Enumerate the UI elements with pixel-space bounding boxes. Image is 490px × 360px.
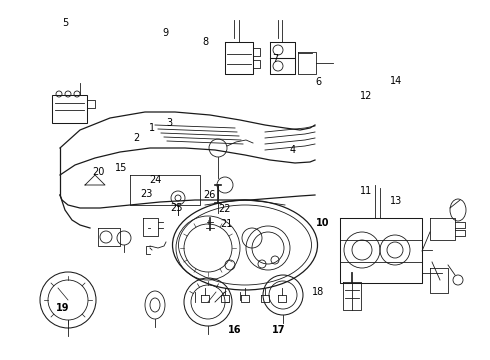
Text: 11: 11 bbox=[361, 186, 372, 196]
Text: 13: 13 bbox=[390, 196, 402, 206]
Text: 22: 22 bbox=[218, 204, 231, 214]
Text: 7: 7 bbox=[272, 54, 278, 64]
Text: 9: 9 bbox=[163, 28, 169, 38]
Text: 25: 25 bbox=[170, 203, 183, 213]
Text: 1: 1 bbox=[149, 123, 155, 133]
Text: 3: 3 bbox=[166, 118, 172, 128]
Text: 24: 24 bbox=[149, 175, 162, 185]
Text: 26: 26 bbox=[203, 190, 216, 200]
Text: 15: 15 bbox=[115, 163, 128, 174]
Text: 20: 20 bbox=[92, 167, 104, 177]
Text: 10: 10 bbox=[316, 218, 329, 228]
Text: 17: 17 bbox=[271, 325, 285, 336]
Text: 12: 12 bbox=[360, 91, 373, 102]
Text: 6: 6 bbox=[316, 77, 321, 87]
Text: 5: 5 bbox=[62, 18, 68, 28]
Text: 2: 2 bbox=[133, 132, 139, 143]
Text: 16: 16 bbox=[227, 325, 241, 336]
Text: 19: 19 bbox=[56, 303, 70, 313]
Text: 18: 18 bbox=[313, 287, 325, 297]
Text: 8: 8 bbox=[203, 37, 209, 48]
Text: 21: 21 bbox=[220, 219, 233, 229]
Text: 4: 4 bbox=[290, 145, 296, 156]
Text: 23: 23 bbox=[140, 189, 152, 199]
Text: 14: 14 bbox=[390, 76, 402, 86]
